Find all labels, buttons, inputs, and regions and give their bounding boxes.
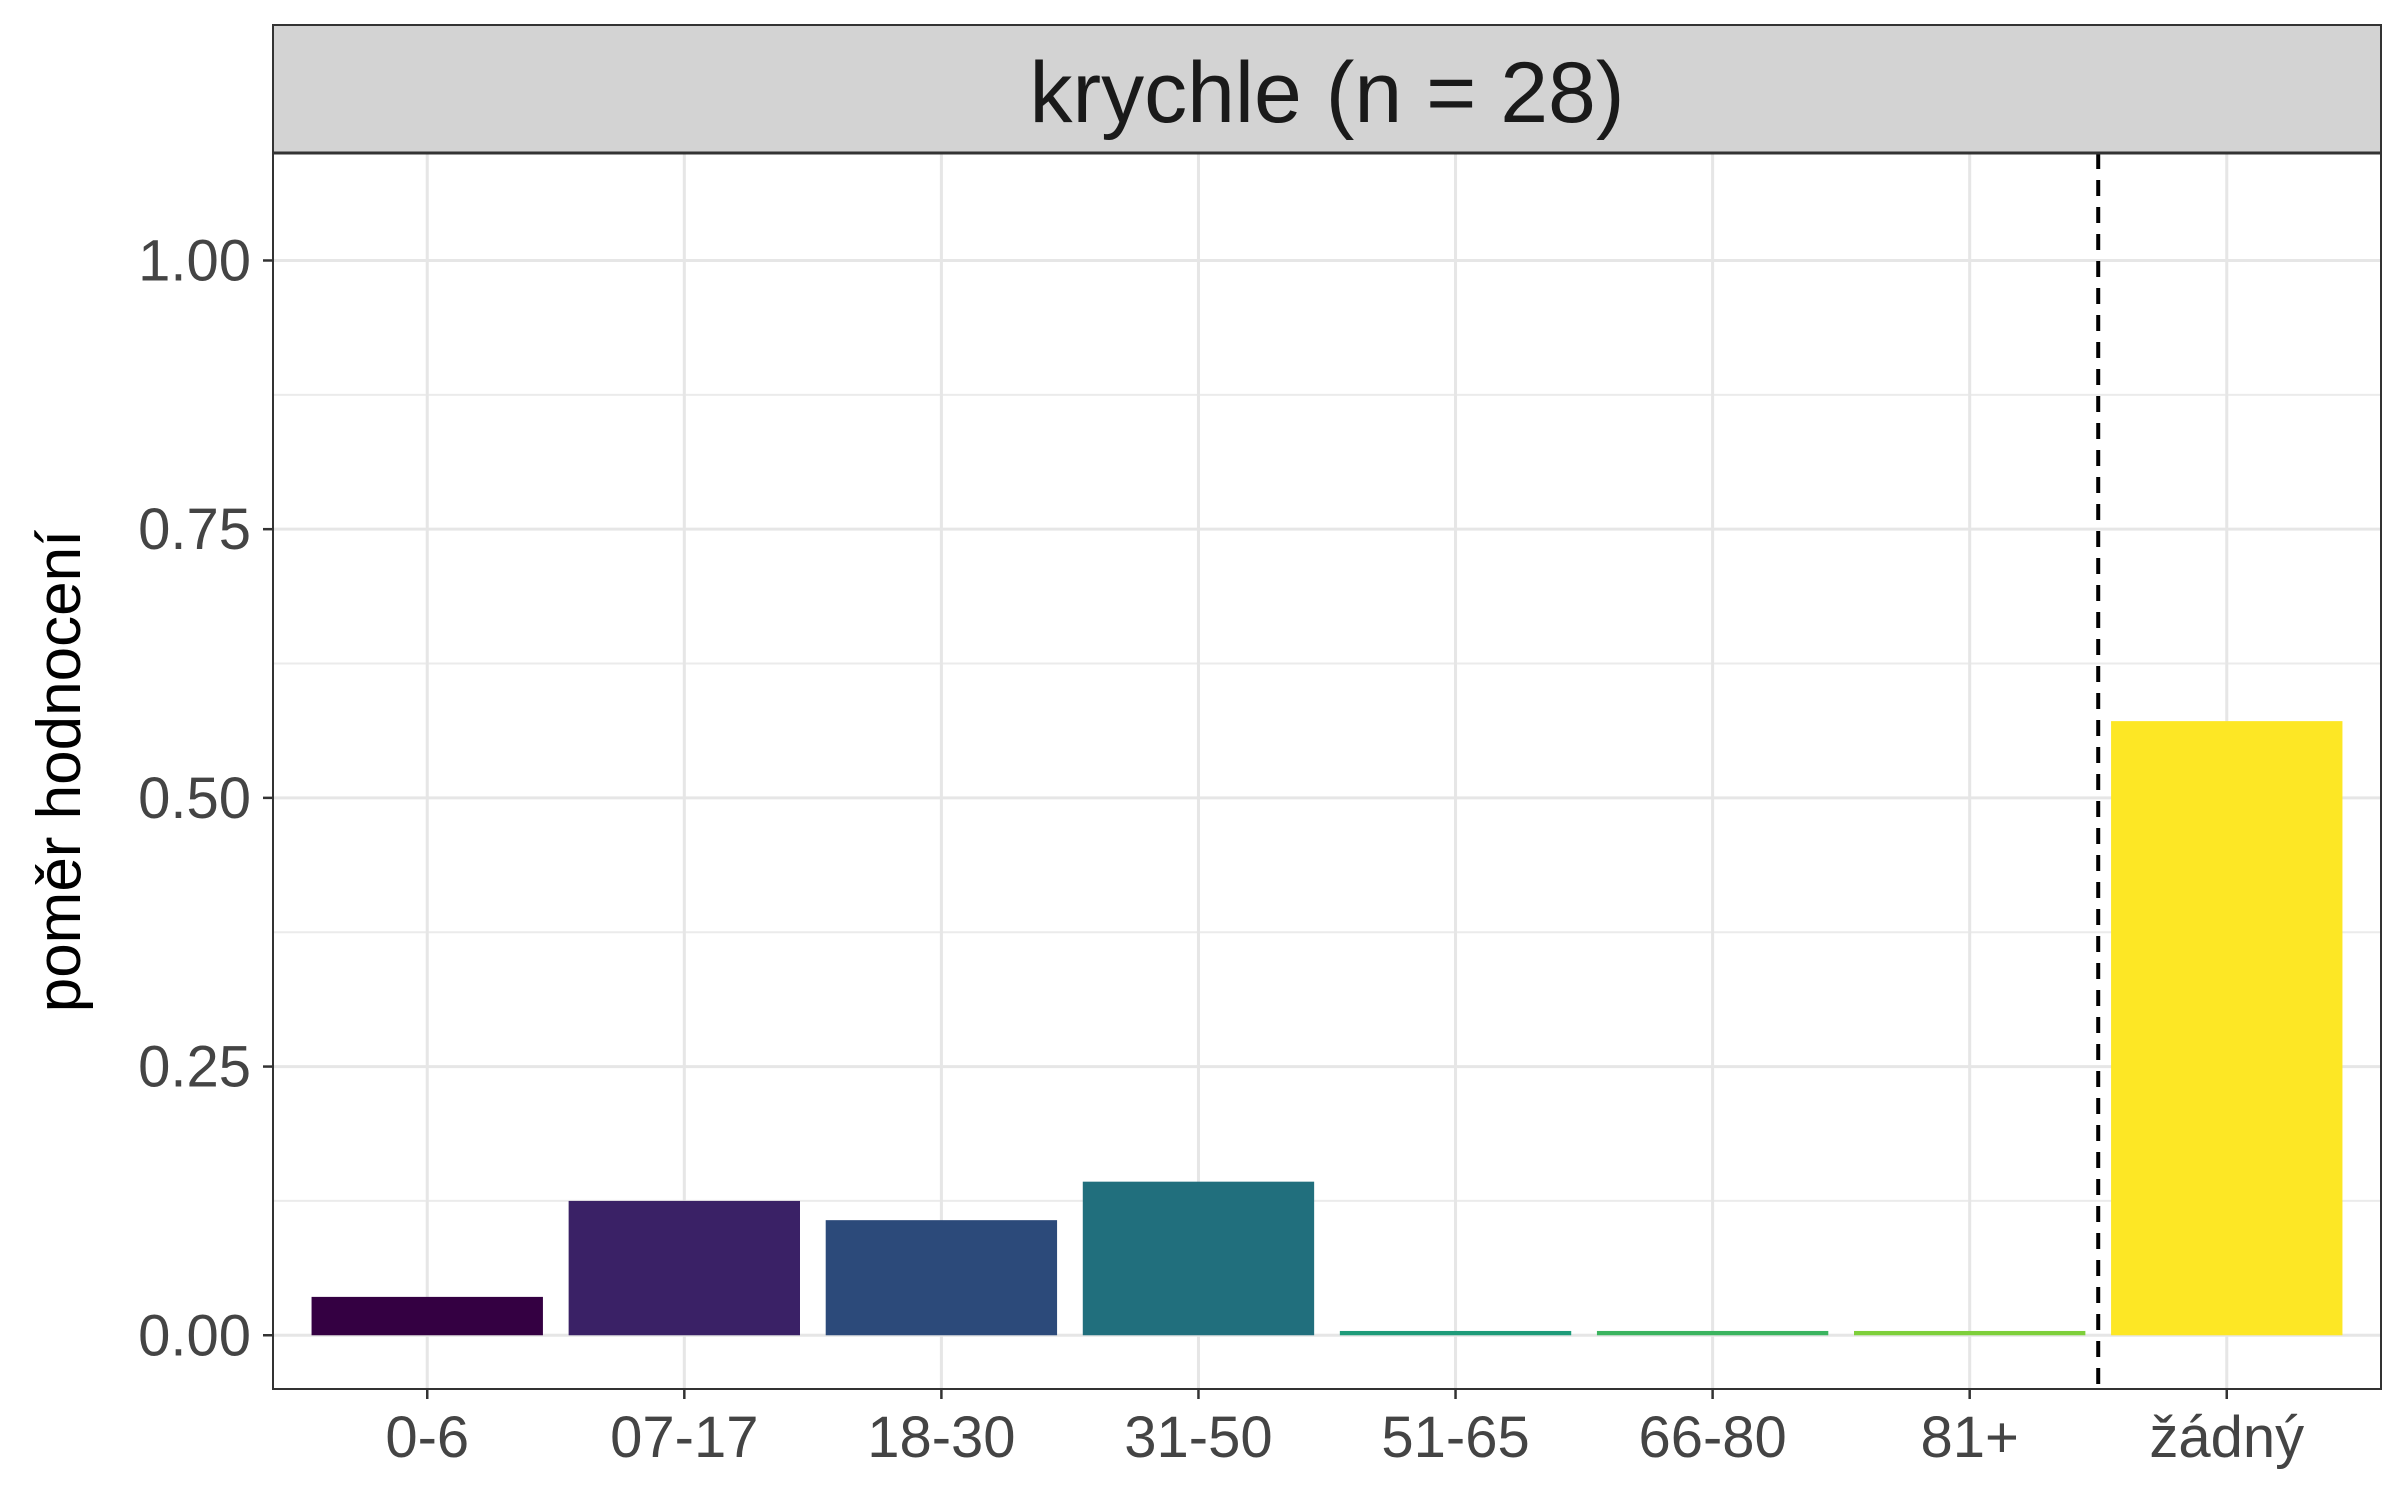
bar-0-6	[311, 1296, 543, 1336]
x-tick-label: žádný	[2149, 1405, 2304, 1470]
x-tick-label: 18-30	[867, 1405, 1015, 1470]
x-tick-label: 07-17	[610, 1405, 758, 1470]
x-tick-label: 31-50	[1124, 1405, 1272, 1470]
bar-66-80	[1596, 1330, 1829, 1336]
y-axis: 0.00 0.25 0.50 0.75 1.00	[138, 228, 273, 1368]
y-axis-title: poměr hodnocení	[25, 530, 94, 1013]
bar-51-65	[1339, 1330, 1572, 1336]
y-tick-label: 0.50	[138, 766, 251, 831]
bars	[311, 721, 2343, 1336]
facet-title: krychle (n = 28)	[1029, 45, 1624, 141]
bar-31-50	[1082, 1181, 1315, 1336]
bar-žádný	[2111, 721, 2343, 1336]
x-tick-label: 81+	[1920, 1405, 2018, 1470]
y-tick-label: 0.25	[138, 1035, 251, 1100]
bar-07-17	[568, 1200, 800, 1336]
x-tick-label: 0-6	[385, 1405, 469, 1470]
bar-18-30	[825, 1220, 1058, 1336]
x-axis: 0-6 07-17 18-30 31-50 51-65 66-80 81+ žádný	[385, 1389, 2304, 1470]
x-tick-label: 66-80	[1638, 1405, 1786, 1470]
y-tick-label: 0.75	[138, 497, 251, 562]
x-tick-label: 51-65	[1381, 1405, 1529, 1470]
y-tick-label: 0.00	[138, 1303, 251, 1368]
y-tick-label: 1.00	[138, 228, 251, 293]
bar-81+	[1854, 1330, 2086, 1336]
plot-panel	[273, 153, 2381, 1389]
